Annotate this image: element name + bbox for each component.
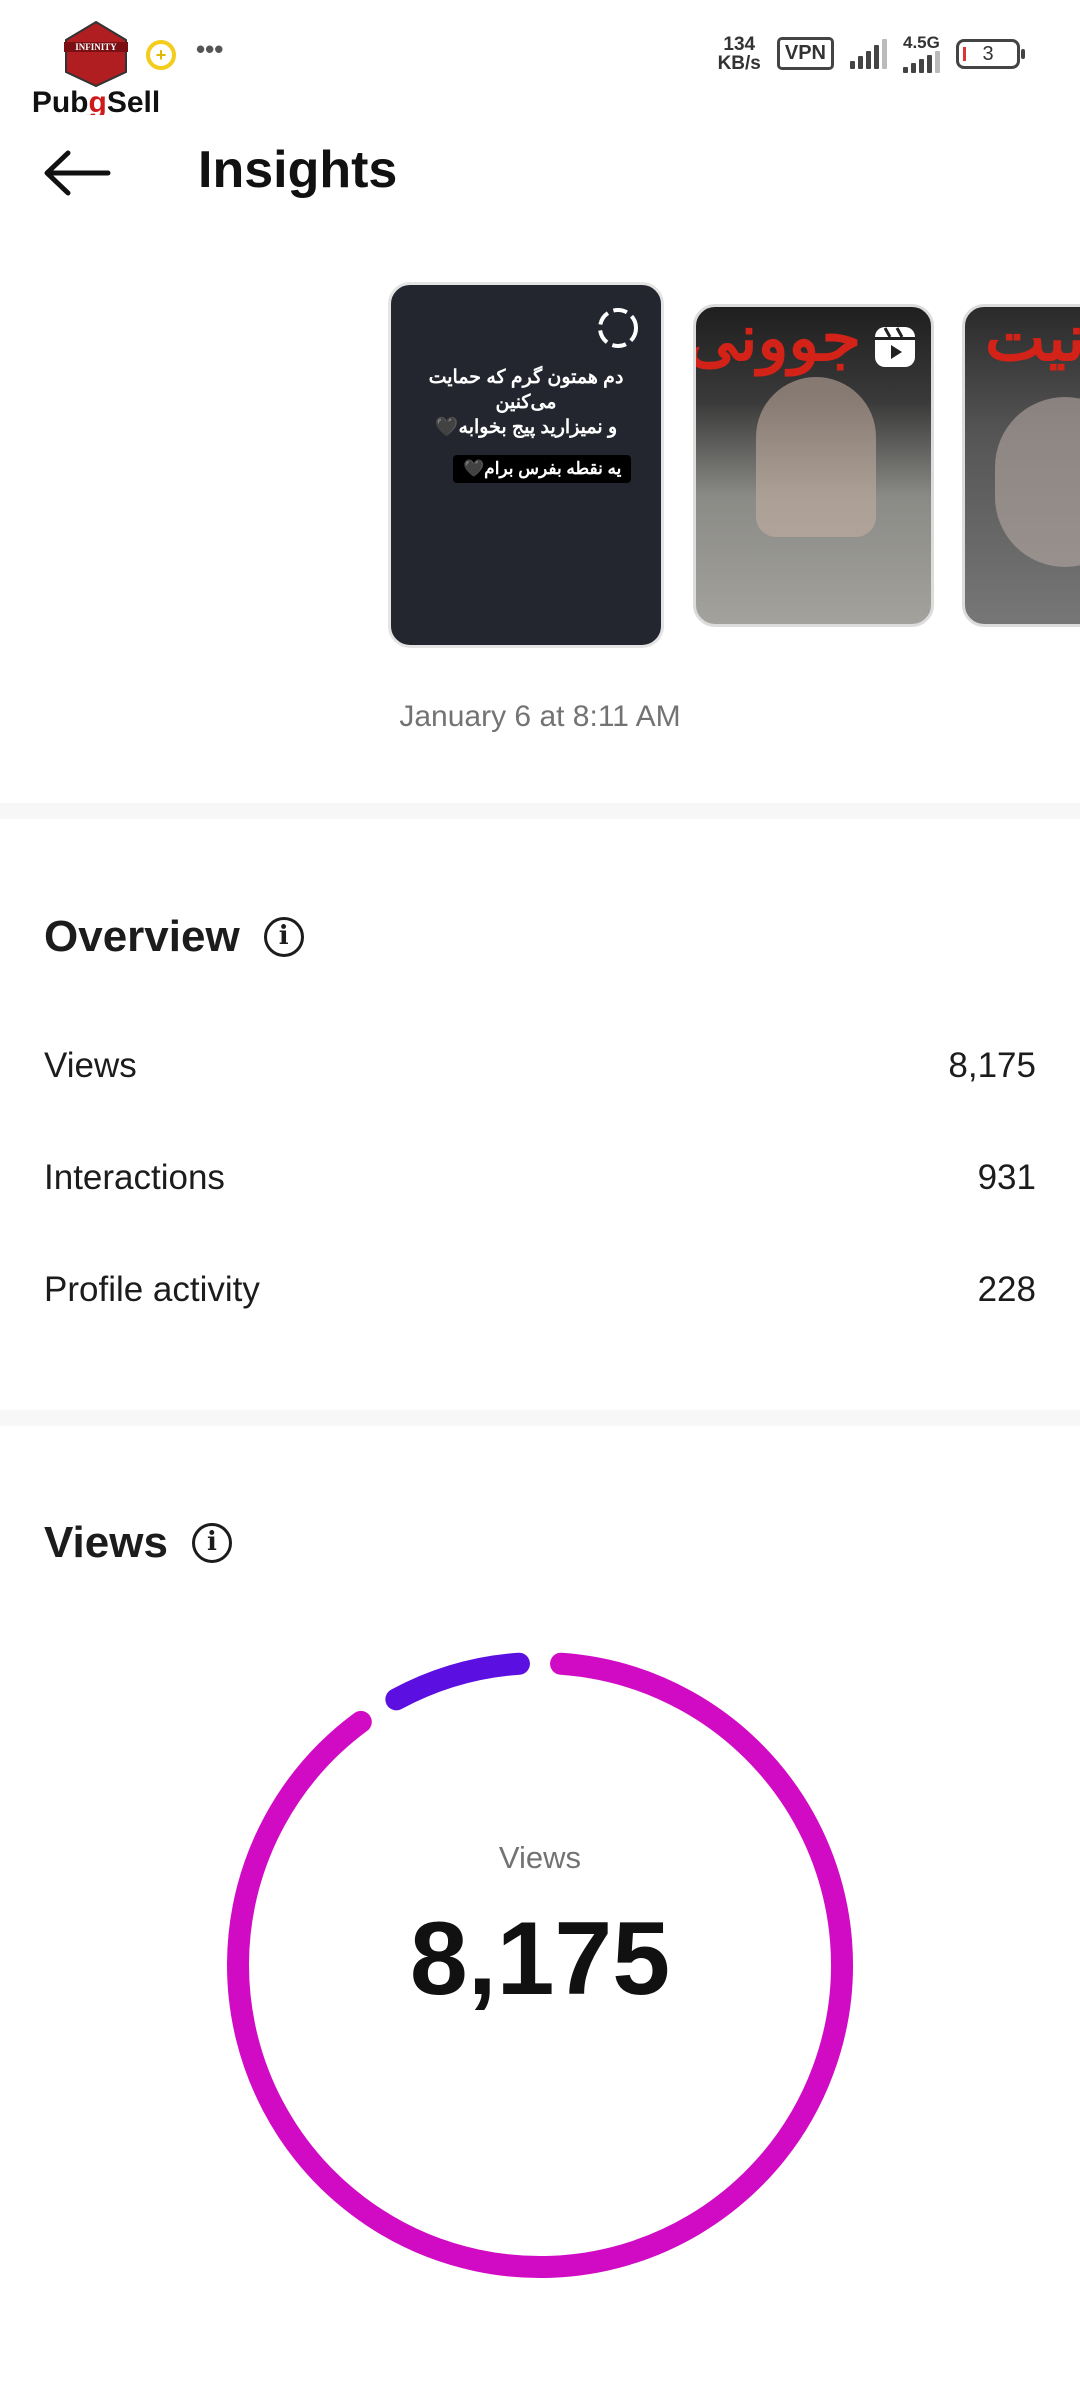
page-title: Insights <box>198 141 398 199</box>
person-image <box>756 377 876 537</box>
story-date: January 6 at 8:11 AM <box>399 700 681 733</box>
row-value: 8,175 <box>948 1046 1036 1085</box>
info-icon[interactable]: i <box>263 917 304 957</box>
app-notification-icon: + <box>146 40 176 70</box>
svg-text:PubgSell: PubgSell <box>32 86 160 115</box>
donut-segment-1 <box>385 1652 530 1711</box>
signal-icon <box>850 38 887 69</box>
overview-row-views[interactable]: Views 8,175 <box>44 1046 1036 1086</box>
thumbnail-overlay-text: نیت <box>985 304 1080 374</box>
overview-heading: Overview i <box>44 912 304 962</box>
person-image <box>995 397 1080 567</box>
views-title: Views <box>44 1518 168 1567</box>
svg-text:INFINITY: INFINITY <box>75 42 117 52</box>
story-thumbnail[interactable]: نیت <box>962 304 1080 627</box>
overview-title: Overview <box>44 912 240 961</box>
net-speed: 134 KB/s <box>717 33 761 74</box>
donut-center-label: Views <box>498 1840 582 1875</box>
row-label: Interactions <box>44 1158 225 1197</box>
pubgsell-logo: INFINITY PubgSell <box>32 20 160 115</box>
row-label: Profile activity <box>44 1270 260 1309</box>
section-divider <box>0 803 1080 819</box>
info-icon[interactable]: i <box>191 1523 232 1563</box>
overview-row-interactions[interactable]: Interactions 931 <box>44 1158 1036 1198</box>
row-value: 931 <box>977 1158 1036 1197</box>
story-text: دم همتون گرم که حمایت می‌کنین و نمیزارید… <box>428 367 624 438</box>
status-bar: INFINITY PubgSell + ••• 134 KB/s VPN 4.5G… <box>0 0 1080 120</box>
more-notifications-icon: ••• <box>196 34 224 64</box>
back-arrow-icon[interactable] <box>42 150 112 196</box>
thumbnail-overlay-text: جوونی <box>693 304 861 374</box>
donut-center-value: 8,175 <box>409 1901 671 2017</box>
views-heading: Views i <box>44 1518 232 1568</box>
network-4-5g-icon: 4.5G <box>903 34 940 73</box>
battery-icon: 3 <box>956 38 1025 69</box>
loading-circle-icon <box>598 308 638 348</box>
row-label: Views <box>44 1046 137 1085</box>
vpn-badge: VPN <box>776 37 834 70</box>
story-pill-text: یه نقطه بفرس برام🖤 <box>453 455 632 483</box>
views-donut-chart <box>227 1652 853 2278</box>
story-thumbnail[interactable]: جوونی <box>693 304 934 627</box>
donut-segment-0 <box>227 1652 853 2278</box>
row-value: 228 <box>977 1270 1036 1309</box>
story-thumbnail-selected[interactable]: دم همتون گرم که حمایت می‌کنین و نمیزارید… <box>388 282 664 648</box>
section-divider <box>0 1410 1080 1426</box>
reels-icon <box>875 327 915 367</box>
overview-row-profile-activity[interactable]: Profile activity 228 <box>44 1270 1036 1310</box>
